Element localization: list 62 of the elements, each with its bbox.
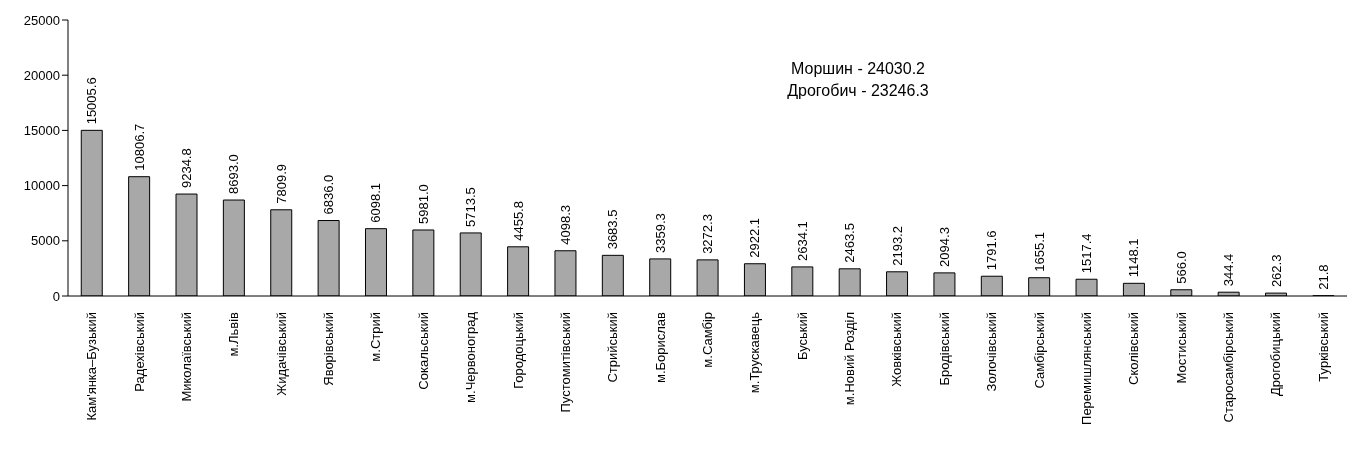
annotation: Моршин - 24030.2 (790, 59, 926, 79)
x-tick-label: Мостиський (1173, 312, 1189, 384)
y-tick-label: 5000 (31, 233, 60, 249)
x-tick-label: Сколівський (1126, 312, 1142, 385)
x-tick-label: Сокальський (415, 312, 431, 390)
x-tick-label: м.Стрий (368, 312, 384, 362)
data-label: 3272.3 (700, 214, 716, 254)
data-label: 8693.0 (226, 154, 242, 195)
x-tick-label: м.Червоноград (463, 311, 479, 403)
data-label: 6836.0 (321, 174, 337, 215)
x-tick-label: Старосамбірський (1221, 312, 1237, 423)
x-tick-label: Жидачівський (273, 312, 289, 396)
x-tick-label: Городоцький (510, 312, 526, 389)
x-tick-label: м.Новий Розділ (842, 312, 858, 406)
x-tick-label: Стрийський (605, 312, 621, 383)
x-tick-label: Дрогобицький (1268, 312, 1284, 397)
annotation: Дрогобич - 23246.3 (786, 81, 930, 101)
data-label: 1517.4 (1079, 233, 1095, 274)
y-tick-label: 0 (52, 288, 60, 304)
data-label: 2634.1 (794, 221, 810, 261)
x-tick-label: м.Трускавець (747, 311, 763, 394)
data-label: 3359.3 (652, 213, 668, 253)
data-label: 4455.8 (510, 201, 526, 241)
y-tick-label: 10000 (23, 178, 60, 194)
x-tick-label: Бродівський (936, 312, 952, 386)
x-tick-label: м.Львів (226, 311, 242, 357)
x-tick-label: Буський (794, 312, 810, 361)
x-tick-label: Миколаївський (178, 312, 194, 402)
data-label: 1655.1 (1031, 231, 1047, 272)
y-tick-label: 15000 (23, 123, 60, 139)
data-label: 1791.6 (984, 230, 1000, 271)
data-label: 5713.5 (463, 187, 479, 227)
data-label: 2922.1 (747, 217, 763, 258)
data-label: 344.4 (1221, 253, 1237, 287)
y-tick-label: 25000 (23, 12, 60, 28)
data-label: 5981.0 (415, 184, 431, 224)
x-tick-label: Перемишлянський (1078, 312, 1094, 425)
data-label: 2463.5 (842, 223, 858, 263)
y-tick-label: 20000 (23, 67, 60, 83)
x-tick-label: Самбірський (1031, 312, 1047, 389)
data-label: 9234.8 (179, 148, 194, 189)
data-label: 6098.1 (368, 182, 384, 223)
x-tick-label: м.Борислав (652, 311, 668, 384)
data-label: 262.3 (1268, 254, 1284, 288)
data-label: 3683.5 (605, 209, 621, 250)
x-tick-label: Жовківський (889, 312, 905, 387)
x-tick-label: Пустомитівський (557, 312, 573, 413)
x-tick-label: Радехівський (131, 312, 147, 392)
data-label: 566.0 (1173, 251, 1189, 284)
data-label: 2193.2 (889, 226, 905, 266)
data-label: 15005.6 (84, 77, 100, 125)
data-label: 21.8 (1315, 264, 1331, 290)
data-label: 4098.3 (557, 204, 573, 245)
x-tick-label: Яворівський (321, 312, 337, 386)
x-tick-label: Кам'янка–Бузький (84, 312, 100, 421)
x-tick-label: Турківський (1315, 312, 1331, 382)
data-label: 7809.9 (273, 164, 289, 204)
data-label: 10806.7 (131, 123, 147, 171)
x-tick-label: Золочівський (984, 312, 1000, 392)
x-tick-label: м.Самбір (700, 312, 715, 368)
data-label: 2094.3 (936, 227, 952, 267)
data-label: 1148.1 (1126, 238, 1142, 278)
